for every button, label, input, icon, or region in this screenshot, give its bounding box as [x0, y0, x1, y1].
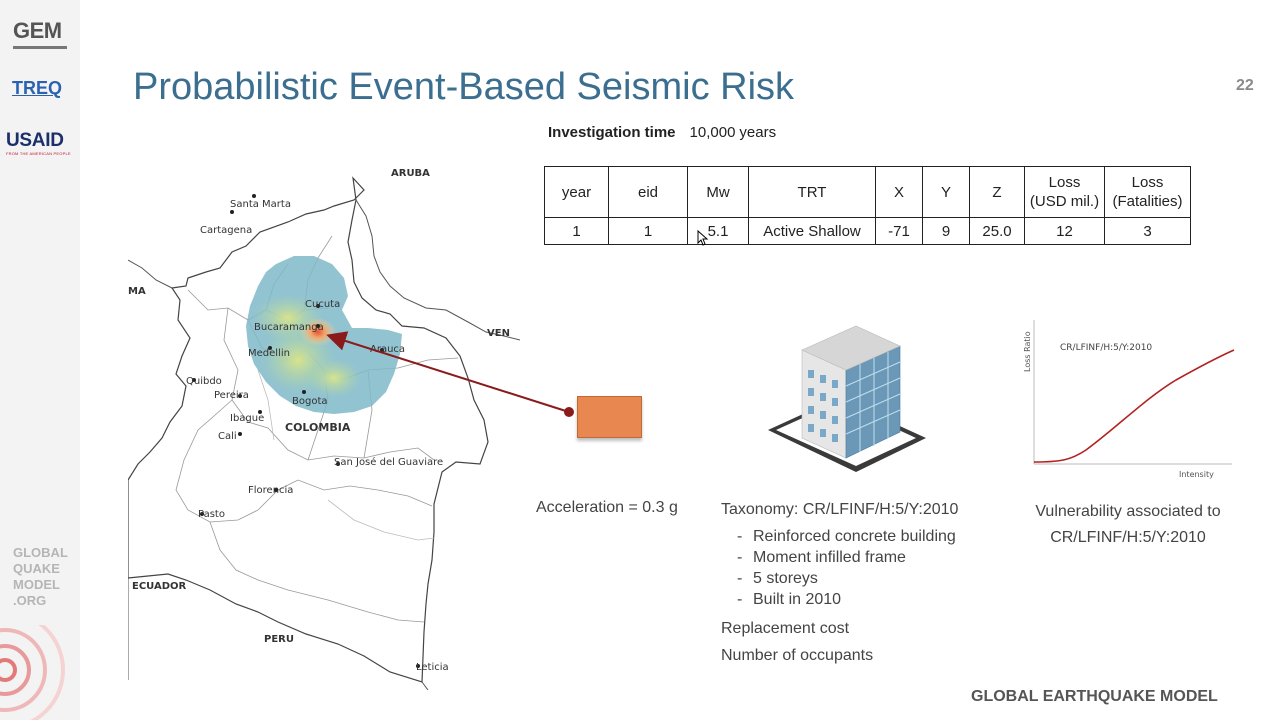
taxonomy-bullet: Built in 2010	[737, 589, 958, 610]
table-header-row: year eid Mw TRT X Y Z Loss (USD mil.) Los…	[544, 166, 1191, 218]
global-quake-model-logo: GLOBAL QUAKE MODEL .ORG	[13, 545, 68, 608]
cell-mw: 5.1	[687, 217, 749, 245]
cell-loss-fatalities: 3	[1104, 217, 1191, 245]
investigation-time-label: Investigation time	[548, 124, 676, 141]
vulnerability-curve	[1033, 349, 1235, 463]
map-label-cucuta: Cucuta	[305, 299, 340, 310]
y-axis-label: Loss Ratio	[1023, 331, 1032, 372]
taxonomy-heading: Taxonomy: CR/LFINF/H:5/Y:2010	[721, 501, 959, 518]
replacement-cost-label: Replacement cost	[721, 620, 850, 637]
taxonomy-bullet: Moment infilled frame	[737, 547, 958, 568]
cell-eid: 1	[608, 217, 688, 245]
map-label-ven: VEN	[487, 328, 510, 339]
map-label-santa-marta: Santa Marta	[230, 199, 291, 210]
usaid-tagline: FROM THE AMERICAN PEOPLE	[6, 151, 71, 156]
map-label-ecuador: ECUADOR	[132, 581, 187, 592]
col-header-y: Y	[922, 166, 970, 218]
colombia-map: ARUBA Santa Marta Cartagena Cucuta Bucar…	[128, 168, 520, 690]
map-label-cali: Cali	[218, 431, 237, 442]
cell-loss-usd: 12	[1024, 217, 1105, 245]
sidebar: GEM TREQ USAID FROM THE AMERICAN PEOPLE …	[0, 0, 80, 720]
treq-logo: TREQ	[12, 78, 63, 98]
map-label-quibdo: Quibdo	[186, 376, 222, 387]
map-label-peru: PERU	[264, 634, 294, 645]
slide-title: Probabilistic Event-Based Seismic Risk	[133, 66, 795, 108]
investigation-time-unit: years	[739, 124, 777, 141]
col-header-x: X	[875, 166, 923, 218]
investigation-time-value: 10,000	[689, 124, 736, 141]
event-loss-table: year eid Mw TRT X Y Z Loss (USD mil.) Los…	[544, 166, 1191, 245]
map-label-ma: MA	[128, 286, 146, 297]
building-icon	[768, 325, 926, 472]
gem-logo: GEM	[13, 18, 67, 49]
footer-brand: GLOBAL EARTHQUAKE MODEL	[971, 688, 1218, 705]
map-label-bucaramanga: Bucaramanga	[254, 322, 324, 333]
usaid-logo: USAID	[6, 130, 64, 151]
col-header-mw: Mw	[687, 166, 749, 218]
map-label-aruba: ARUBA	[391, 168, 430, 179]
hazard-footprint	[246, 256, 402, 414]
taxonomy-description: Taxonomy: CR/LFINF/H:5/Y:2010 Reinforced…	[721, 499, 958, 669]
map-label-colombia: COLOMBIA	[285, 421, 351, 434]
map-label-bogota: Bogota	[292, 396, 328, 407]
map-label-san-jose: San José del Guaviare	[334, 456, 443, 468]
curve-label: CR/LFINF/H:5/Y:2010	[1060, 343, 1152, 353]
occupants-label: Number of occupants	[721, 647, 874, 664]
seismic-rings-icon	[0, 625, 65, 720]
cell-z: 25.0	[969, 217, 1025, 245]
map-label-ibague: Ibague	[230, 413, 264, 424]
table-row: 1 1 5.1 Active Shallow -71 9 25.0 12 3	[544, 217, 1191, 245]
col-header-loss-fatalities: Loss (Fatalities)	[1104, 166, 1191, 218]
map-label-florencia: Florencia	[248, 485, 293, 496]
map-label-pasto: Pasto	[198, 509, 225, 520]
map-label-arauca: Arauca	[370, 344, 405, 355]
col-header-eid: eid	[608, 166, 688, 218]
cell-trt: Active Shallow	[748, 217, 876, 245]
map-label-medellin: Medellin	[248, 348, 290, 359]
map-label-cartagena: Cartagena	[200, 225, 252, 236]
col-header-z: Z	[969, 166, 1025, 218]
acceleration-label: Acceleration = 0.3 g	[536, 499, 678, 516]
taxonomy-bullet: Reinforced concrete building	[737, 526, 958, 547]
cell-x: -71	[875, 217, 923, 245]
x-axis-label: Intensity	[1179, 470, 1214, 479]
map-label-pereira: Pereira	[214, 390, 249, 401]
investigation-time: Investigation time 10,000 years	[548, 124, 776, 141]
vulnerability-curve-chart: Loss Ratio Intensity CR/LFINF/H:5/Y:2010	[1023, 320, 1235, 479]
taxonomy-bullet: 5 storeys	[737, 568, 958, 589]
map-label-leticia: Leticia	[416, 662, 449, 673]
colombia-outline	[128, 176, 489, 683]
acceleration-box	[577, 396, 642, 438]
mouse-cursor-icon	[697, 230, 709, 246]
vulnerability-caption: Vulnerability associated to CR/LFINF/H:5…	[1035, 503, 1221, 546]
col-header-trt: TRT	[748, 166, 876, 218]
page-number: 22	[1236, 77, 1254, 94]
